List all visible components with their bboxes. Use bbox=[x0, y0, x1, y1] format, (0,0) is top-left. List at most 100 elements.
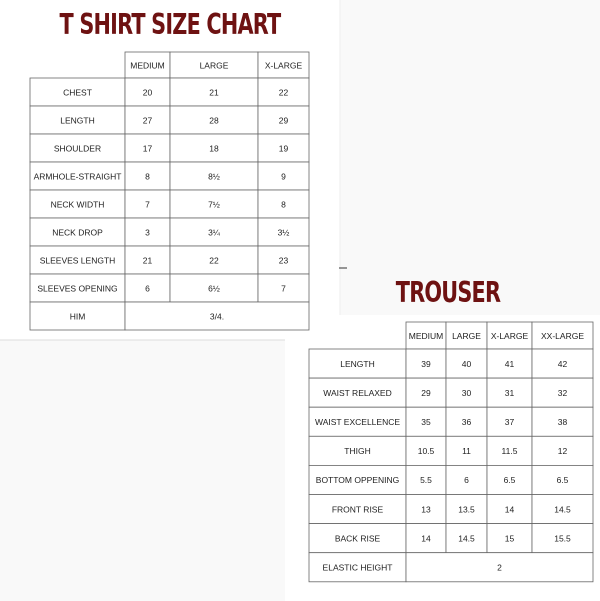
row-label: BOTTOM OPPENING bbox=[316, 475, 399, 485]
row-label: NECK DROP bbox=[52, 227, 103, 237]
cell-value: 3 bbox=[145, 227, 150, 237]
cell-value: 18 bbox=[209, 143, 219, 153]
cell bbox=[169, 189, 259, 219]
row-label: SLEEVES OPENING bbox=[37, 283, 117, 293]
cell bbox=[169, 105, 259, 135]
cell-value: 7 bbox=[281, 283, 286, 293]
cell bbox=[29, 273, 126, 303]
cell bbox=[445, 464, 488, 495]
cell-value: 5.5 bbox=[420, 475, 432, 485]
row-label: CHEST bbox=[63, 87, 92, 97]
row-label: BACK RISE bbox=[335, 533, 381, 543]
cell bbox=[308, 406, 407, 437]
row-label: FRONT RISE bbox=[332, 504, 384, 514]
cell bbox=[308, 494, 407, 525]
cell-value: 3½ bbox=[278, 227, 290, 237]
cell-value: 11.5 bbox=[502, 446, 518, 456]
cell-value: 6 bbox=[145, 283, 150, 293]
cell-value: 13 bbox=[421, 504, 431, 514]
cell bbox=[486, 494, 533, 525]
cell bbox=[405, 377, 447, 408]
row-label: ARMHOLE-STRAIGHT bbox=[34, 171, 122, 181]
header-text: MEDIUM bbox=[409, 331, 443, 341]
row-label: THIGH bbox=[344, 446, 370, 456]
cell bbox=[169, 161, 259, 191]
cell-value: 14 bbox=[421, 533, 431, 543]
cell bbox=[486, 348, 533, 379]
cell bbox=[29, 161, 126, 191]
cell bbox=[531, 377, 594, 408]
cell bbox=[257, 161, 310, 191]
cell bbox=[257, 189, 310, 219]
cell-value: 36 bbox=[462, 417, 472, 427]
cell-value: 22 bbox=[209, 255, 219, 265]
cell-value: 6½ bbox=[208, 283, 220, 293]
cell bbox=[124, 105, 171, 135]
cell bbox=[308, 348, 407, 379]
cell bbox=[486, 464, 533, 495]
cell-value: 8 bbox=[281, 199, 286, 209]
cell-value: 14 bbox=[505, 504, 515, 514]
cell-value: 20 bbox=[143, 87, 153, 97]
header-text: X-LARGE bbox=[491, 331, 529, 341]
cell-value: 10.5 bbox=[418, 446, 435, 456]
cell bbox=[257, 105, 310, 135]
cell-value: 2 bbox=[497, 563, 502, 573]
cell-value: 27 bbox=[143, 115, 153, 125]
cell bbox=[29, 301, 126, 331]
cell-value: 42 bbox=[558, 359, 568, 369]
cell-value: 30 bbox=[462, 388, 472, 398]
header-text: XX-LARGE bbox=[541, 331, 584, 341]
row-label: WAIST EXCELLENCE bbox=[315, 417, 400, 427]
title: T SHIRT SIZE CHART bbox=[60, 8, 282, 41]
cell-value: 14.5 bbox=[554, 504, 571, 514]
cell bbox=[405, 464, 447, 495]
cell-value: 8½ bbox=[208, 171, 220, 181]
cell bbox=[486, 406, 533, 437]
cell bbox=[308, 523, 407, 554]
cell-value: 15 bbox=[505, 533, 515, 543]
cell-value: 8 bbox=[145, 171, 150, 181]
cell bbox=[531, 494, 594, 525]
cell bbox=[29, 77, 126, 107]
cell bbox=[308, 435, 407, 466]
cell-value: 39 bbox=[421, 359, 431, 369]
cell bbox=[486, 435, 533, 466]
cell bbox=[257, 273, 310, 303]
header-text: LARGE bbox=[200, 60, 229, 70]
cell-value: 9 bbox=[281, 171, 286, 181]
cell-value: 6.5 bbox=[557, 475, 569, 485]
cell-value: 3¼ bbox=[208, 227, 221, 237]
cell bbox=[405, 552, 594, 583]
cell bbox=[124, 301, 310, 331]
cell-value: 31 bbox=[505, 388, 515, 398]
cell-value: 13.5 bbox=[458, 504, 475, 514]
cell bbox=[486, 523, 533, 554]
cell bbox=[531, 523, 594, 554]
header-cell bbox=[531, 321, 594, 350]
cell-value: 19 bbox=[279, 143, 289, 153]
cell bbox=[445, 435, 488, 466]
row-label: SLEEVES LENGTH bbox=[40, 255, 116, 265]
cell bbox=[29, 217, 126, 247]
cell bbox=[445, 494, 488, 525]
row-label: SHOULDER bbox=[54, 143, 101, 153]
header-text: LARGE bbox=[452, 331, 481, 341]
cell bbox=[308, 552, 407, 583]
row-label: WAIST RELAXED bbox=[323, 388, 392, 398]
cell-value: 15.5 bbox=[554, 533, 571, 543]
cell bbox=[257, 217, 310, 247]
row-label: HIM bbox=[70, 311, 86, 321]
cell-value: 21 bbox=[209, 87, 219, 97]
cell-value: 28 bbox=[209, 115, 219, 125]
cell-value: 22 bbox=[279, 87, 289, 97]
cell-value: 17 bbox=[143, 143, 153, 153]
cell bbox=[29, 189, 126, 219]
cell bbox=[257, 77, 310, 107]
cell bbox=[531, 464, 594, 495]
cell-value: 3/4. bbox=[210, 311, 224, 321]
row-label: LENGTH bbox=[340, 359, 374, 369]
cell-value: 14.5 bbox=[458, 533, 475, 543]
